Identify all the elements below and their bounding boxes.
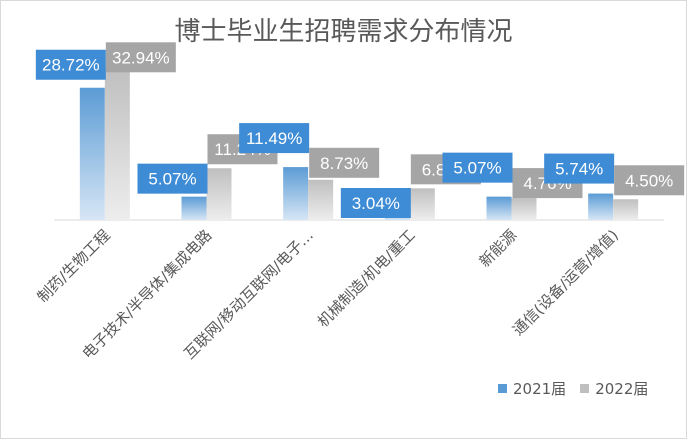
legend: 2021届 2022届 xyxy=(498,378,662,399)
legend-item-2022: 2022届 xyxy=(580,378,648,399)
data-label-box-2021-2 xyxy=(239,123,310,154)
data-label-box-2022-0 xyxy=(105,42,176,73)
legend-swatch-2021 xyxy=(498,384,507,393)
bar-2022-0 xyxy=(104,68,130,220)
bar-2022-2 xyxy=(308,179,334,220)
bar-2022-3 xyxy=(409,188,435,220)
category-label-0: 制药/生物工程 xyxy=(34,226,114,306)
data-label-2021-4: 5.07% xyxy=(453,159,501,178)
data-label-box-2022-2 xyxy=(309,147,380,178)
bar-2022-1 xyxy=(206,168,232,220)
category-label-5: 通信(设备/运营/增值) xyxy=(509,226,622,339)
legend-label-2021: 2021届 xyxy=(513,380,567,398)
bar-2021-2 xyxy=(283,167,309,220)
legend-swatch-2022 xyxy=(580,384,590,393)
data-label-2021-3: 3.04% xyxy=(352,194,400,213)
bar-2021-4 xyxy=(486,196,512,220)
data-label-box-2022-5 xyxy=(614,165,685,196)
data-label-box-2021-4 xyxy=(442,152,513,183)
category-label-4: 新能源 xyxy=(476,226,521,271)
bar-2021-1 xyxy=(181,196,207,220)
bar-2021-5 xyxy=(588,193,614,220)
category-label-3: 机械制造/机电/重工 xyxy=(314,226,419,331)
chart-title: 博士毕业生招聘需求分布情况 xyxy=(174,17,513,47)
data-label-box-2021-0 xyxy=(35,49,106,80)
bar-2022-5 xyxy=(613,199,639,220)
data-label-box-2021-5 xyxy=(544,153,615,184)
legend-label-2022: 2022届 xyxy=(595,380,649,398)
bar-2022-4 xyxy=(511,198,537,220)
data-label-2021-0: 28.72% xyxy=(42,56,100,75)
data-label-2021-2: 11.49% xyxy=(246,129,302,148)
data-label-box-2021-1 xyxy=(137,163,208,194)
data-label-2021-1: 5.07% xyxy=(148,170,196,189)
legend-item-2021: 2021届 xyxy=(498,378,566,399)
data-label-2022-0: 32.94% xyxy=(112,48,170,67)
bar-2021-0 xyxy=(79,87,105,220)
data-label-2022-5: 4.50% xyxy=(625,171,673,190)
data-label-2022-2: 8.73% xyxy=(320,154,368,173)
data-label-2021-5: 5.74% xyxy=(555,160,603,179)
data-label-box-2021-3 xyxy=(340,188,411,218)
